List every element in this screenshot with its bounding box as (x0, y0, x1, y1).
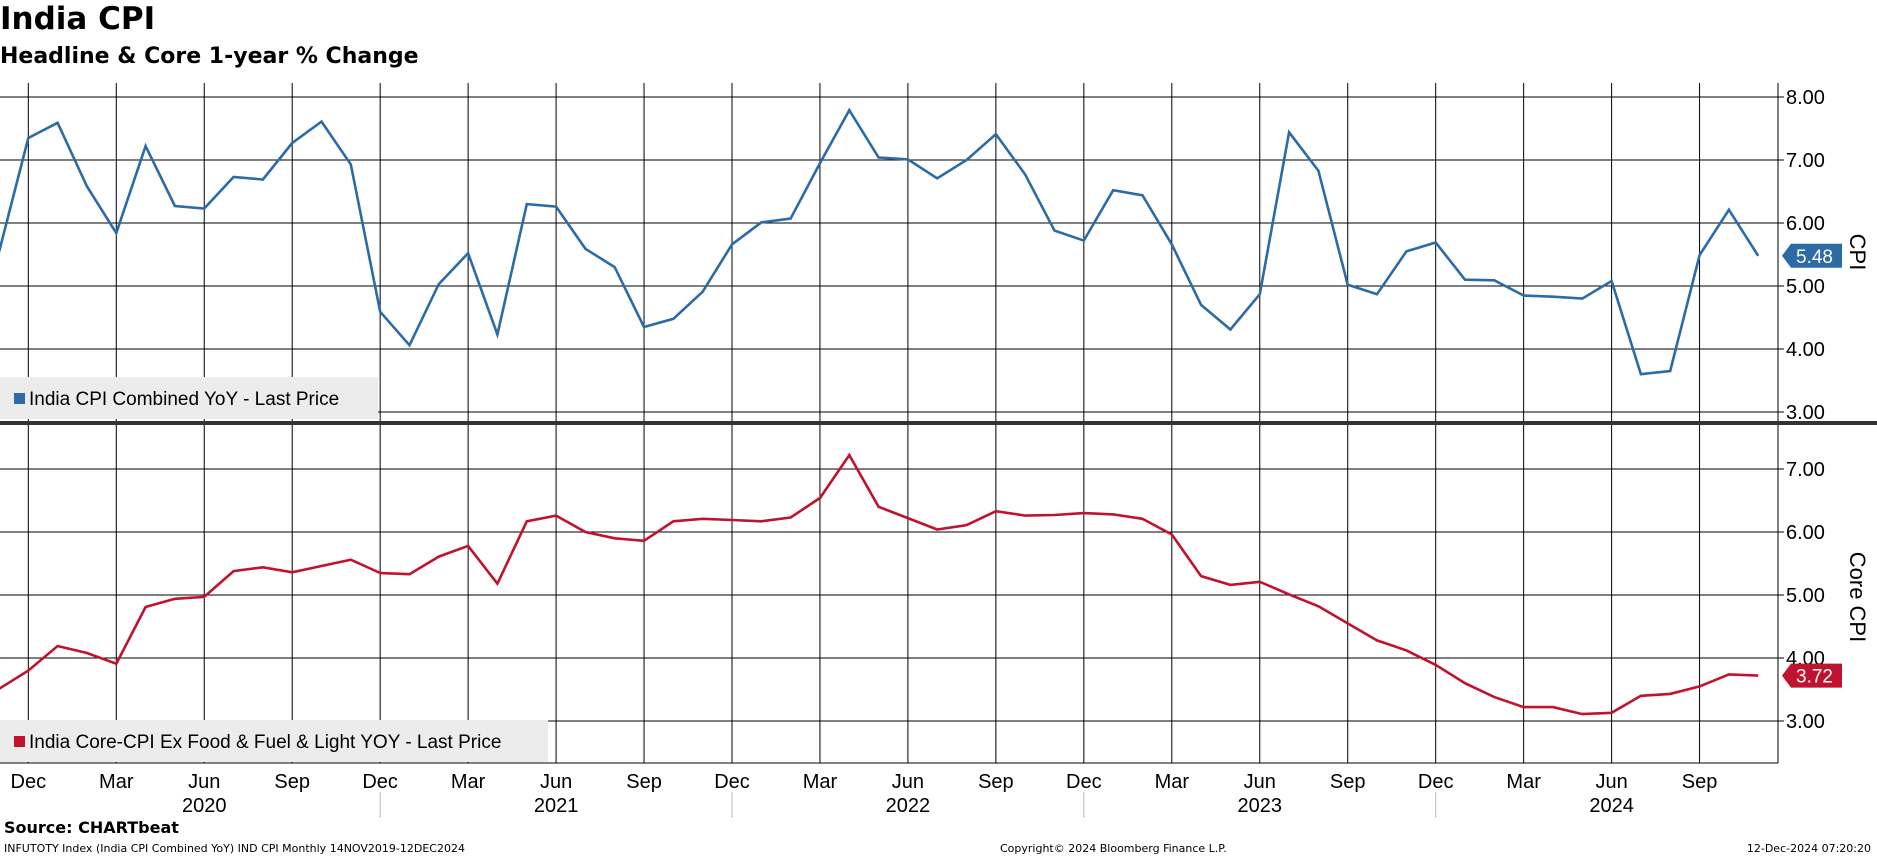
x-month-label: Dec (362, 771, 398, 793)
x-month-label: Sep (1330, 771, 1366, 793)
last-value-label: 3.72 (1796, 667, 1833, 688)
x-year-label: 2023 (1238, 795, 1283, 817)
legend-box (0, 720, 548, 762)
y-axis-title: Core CPI (1845, 552, 1870, 642)
x-year-label: 2021 (534, 795, 579, 817)
chart-title: India CPI (0, 1, 156, 37)
y-tick-label: 6.00 (1786, 522, 1825, 544)
core-cpi-line (0, 452, 1759, 716)
x-month-label: Mar (1506, 771, 1541, 793)
x-month-label: Mar (451, 771, 486, 793)
panel-separator (0, 421, 1877, 425)
chart-subtitle: Headline & Core 1-year % Change (0, 44, 419, 69)
x-month-label: Dec (714, 771, 750, 793)
x-month-label: Sep (274, 771, 310, 793)
x-year-label: 2020 (182, 795, 227, 817)
y-tick-label: 4.00 (1786, 339, 1825, 361)
last-value-flag (1782, 663, 1842, 688)
x-month-label: Sep (978, 771, 1014, 793)
y-tick-label: 3.00 (1786, 711, 1825, 733)
headline-cpi-line (0, 107, 1760, 376)
x-month-label: Sep (1682, 771, 1718, 793)
legend-box (0, 377, 378, 419)
y-tick-label: 3.00 (1786, 402, 1825, 424)
timestamp: 12-Dec-2024 07:20:20 (1746, 842, 1871, 855)
legend-swatch (14, 736, 25, 747)
y-tick-label: 8.00 (1786, 87, 1825, 109)
headline-panel: 8.00 7.00 6.00 5.00 4.00 3.00 5.48 CPI India CPI… (0, 83, 1870, 424)
copyright-note: Copyright© 2024 Bloomberg Finance L.P. (1000, 842, 1227, 855)
x-month-label: Jun (1595, 771, 1627, 793)
x-month-label: Jun (1244, 771, 1276, 793)
y-tick-label: 7.00 (1786, 150, 1825, 172)
legend-swatch (14, 393, 25, 404)
x-month-label: Dec (1066, 771, 1102, 793)
ticker-info: INFUTOTY Index (India CPI Combined YoY) … (4, 842, 465, 855)
x-year-label: 2024 (1589, 795, 1634, 817)
x-month-label: Jun (188, 771, 220, 793)
y-axis-title: CPI (1845, 234, 1870, 271)
x-month-label: Mar (803, 771, 838, 793)
x-year-label: 2022 (886, 795, 931, 817)
y-tick-label: 5.00 (1786, 276, 1825, 298)
legend-label: India CPI Combined YoY - Last Price (29, 389, 339, 410)
x-month-label: Sep (626, 771, 662, 793)
source-note: Source: CHARTbeat (4, 818, 179, 837)
x-month-label: Jun (540, 771, 572, 793)
legend-label: India Core-CPI Ex Food & Fuel & Light YO… (29, 732, 501, 753)
x-month-label: Mar (99, 771, 134, 793)
y-tick-label: 7.00 (1786, 459, 1825, 481)
y-tick-label: 6.00 (1786, 213, 1825, 235)
x-month-label: Mar (1155, 771, 1190, 793)
x-month-label: Dec (11, 771, 47, 793)
last-value-flag (1782, 243, 1842, 268)
x-month-label: Dec (1418, 771, 1454, 793)
x-month-label: Jun (892, 771, 924, 793)
y-tick-label: 5.00 (1786, 585, 1825, 607)
last-value-label: 5.48 (1796, 247, 1833, 268)
